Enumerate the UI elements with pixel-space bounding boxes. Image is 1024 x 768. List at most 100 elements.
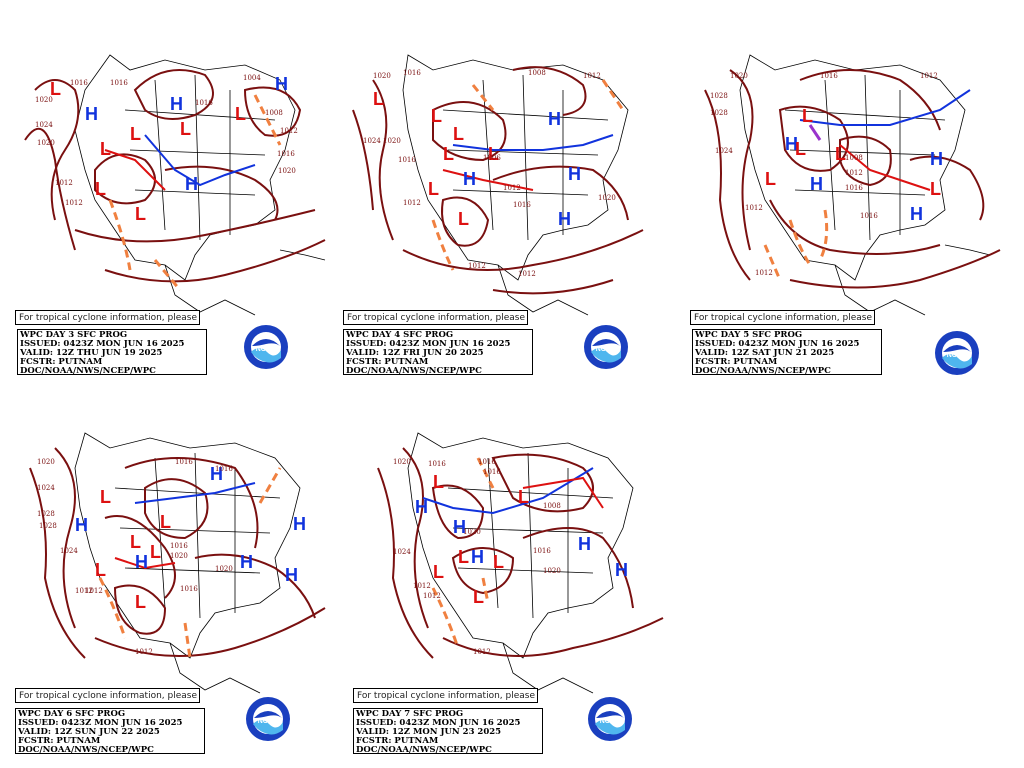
svg-text:1016: 1016: [478, 458, 496, 466]
svg-text:1008: 1008: [265, 109, 283, 117]
svg-text:L: L: [130, 124, 141, 144]
svg-text:1012: 1012: [135, 648, 153, 656]
prog-valid: VALID: 12Z MON JUN 23 2025: [356, 727, 502, 737]
svg-text:L: L: [765, 169, 776, 189]
tropical-cyclone-note[interactable]: For tropical cyclone information, please…: [15, 688, 200, 703]
svg-text:1016: 1016: [513, 201, 531, 209]
prog-label-box: WPC DAY 7 SFC PROG ISSUED: 0423Z MON JUN…: [353, 708, 543, 754]
svg-text:L: L: [493, 552, 504, 572]
svg-text:1016: 1016: [428, 460, 446, 468]
svg-text:1020: 1020: [598, 194, 616, 202]
svg-text:1008: 1008: [528, 69, 546, 77]
svg-text:L: L: [453, 124, 464, 144]
svg-text:1016: 1016: [70, 79, 88, 87]
svg-text:L: L: [795, 139, 806, 159]
noaa-logo-icon: NOAA: [584, 325, 628, 369]
svg-text:1016: 1016: [533, 547, 551, 555]
svg-text:H: H: [135, 552, 148, 572]
prog-title: WPC DAY 3 SFC PROG: [20, 330, 128, 340]
prog-valid: VALID: 12Z SAT JUN 21 2025: [695, 348, 835, 358]
tropical-cyclone-note[interactable]: For tropical cyclone information, please…: [353, 688, 538, 703]
svg-text:1012: 1012: [518, 270, 536, 278]
svg-text:1020: 1020: [730, 72, 748, 80]
svg-text:H: H: [578, 534, 591, 554]
svg-text:L: L: [488, 144, 499, 164]
svg-text:1016: 1016: [180, 585, 198, 593]
prog-issued: ISSUED: 0423Z MON JUN 16 2025: [346, 339, 511, 349]
isobar-labels-day4: 1020 1016 1024 1020 1016 1012 1008 1012 …: [363, 69, 616, 278]
svg-text:L: L: [433, 472, 444, 492]
svg-text:1024: 1024: [37, 484, 55, 492]
svg-text:1016: 1016: [403, 69, 421, 77]
svg-text:L: L: [835, 144, 846, 164]
prog-forecaster: FCSTR: PUTNAM: [356, 736, 439, 746]
svg-text:1024: 1024: [363, 137, 381, 145]
svg-text:1012: 1012: [503, 184, 521, 192]
prog-forecaster: FCSTR: PUTNAM: [18, 736, 101, 746]
isobar-labels-day5: 1020 1028 1028 1024 1016 1012 1008 1012 …: [710, 72, 938, 277]
prog-valid: VALID: 12Z FRI JUN 20 2025: [346, 348, 484, 358]
svg-text:1020: 1020: [170, 552, 188, 560]
noaa-logo-icon: NOAA: [244, 325, 288, 369]
svg-text:1020: 1020: [278, 167, 296, 175]
surface-map-day7: H H H H H L L L L L L 1020 1016 1016 102…: [377, 432, 664, 694]
svg-text:L: L: [100, 487, 111, 507]
svg-text:H: H: [170, 94, 183, 114]
svg-text:1016: 1016: [215, 465, 233, 473]
svg-text:1012: 1012: [413, 582, 431, 590]
prog-office: DOC/NOAA/NWS/NCEP/WPC: [20, 366, 156, 375]
svg-text:1028: 1028: [710, 109, 728, 117]
prog-valid: VALID: 12Z SUN JUN 22 2025: [18, 727, 160, 737]
svg-text:1016: 1016: [277, 150, 295, 158]
svg-text:1024: 1024: [393, 548, 411, 556]
svg-text:1012: 1012: [745, 204, 763, 212]
svg-text:1016: 1016: [845, 184, 863, 192]
svg-text:H: H: [548, 109, 561, 129]
svg-text:H: H: [210, 464, 223, 484]
svg-text:1020: 1020: [373, 72, 391, 80]
svg-text:L: L: [135, 204, 146, 224]
svg-text:1020: 1020: [463, 528, 481, 536]
svg-text:1012: 1012: [55, 179, 73, 187]
svg-text:1016: 1016: [110, 79, 128, 87]
noaa-logo-icon: NOAA: [246, 697, 290, 741]
prog-title: WPC DAY 7 SFC PROG: [356, 709, 464, 719]
svg-text:H: H: [810, 174, 823, 194]
prog-label-box: WPC DAY 6 SFC PROG ISSUED: 0423Z MON JUN…: [15, 708, 205, 754]
svg-text:1016: 1016: [860, 212, 878, 220]
svg-text:H: H: [185, 174, 198, 194]
svg-text:1020: 1020: [215, 565, 233, 573]
tropical-cyclone-note[interactable]: For tropical cyclone information, please…: [690, 310, 875, 325]
svg-text:1024: 1024: [35, 121, 53, 129]
svg-text:1012: 1012: [423, 592, 441, 600]
isobar-labels-day7: 1020 1016 1016 1020 1024 1016 1012 1008 …: [393, 458, 561, 656]
svg-text:1012: 1012: [85, 587, 103, 595]
svg-text:H: H: [285, 565, 298, 585]
noaa-logo-icon: NOAA: [588, 697, 632, 741]
prog-label-box: WPC DAY 3 SFC PROG ISSUED: 0423Z MON JUN…: [17, 329, 207, 375]
isobar-labels-day6: 1020 1016 1024 1028 1028 1024 1020 1016 …: [37, 458, 233, 656]
svg-text:1020: 1020: [35, 96, 53, 104]
svg-text:1012: 1012: [468, 262, 486, 270]
prog-panel-day7: H H H H H L L L L L L 1020 1016 1016 102…: [353, 428, 683, 768]
svg-text:1020: 1020: [37, 458, 55, 466]
svg-text:1028: 1028: [37, 510, 55, 518]
svg-text:H: H: [471, 547, 484, 567]
svg-text:NOAA: NOAA: [256, 346, 277, 353]
svg-text:NOAA: NOAA: [596, 346, 617, 353]
svg-text:1012: 1012: [473, 648, 491, 656]
svg-text:L: L: [135, 592, 146, 612]
surface-map-day4: H H H H L L L L L L L 1020 1016 1024 102…: [352, 54, 644, 316]
svg-text:H: H: [275, 74, 288, 94]
isobar-labels-day3: 1020 1016 1024 1020 1016 1012 1012 1004 …: [35, 74, 298, 207]
svg-text:L: L: [428, 179, 439, 199]
tropical-cyclone-note[interactable]: For tropical cyclone information, please…: [343, 310, 528, 325]
svg-text:1012: 1012: [280, 127, 298, 135]
svg-text:L: L: [802, 106, 813, 126]
svg-text:L: L: [930, 179, 941, 199]
svg-text:L: L: [150, 542, 161, 562]
svg-text:L: L: [160, 512, 171, 532]
svg-text:L: L: [473, 587, 484, 607]
tropical-cyclone-note[interactable]: For tropical cyclone information, please…: [15, 310, 200, 325]
prog-issued: ISSUED: 0423Z MON JUN 16 2025: [356, 718, 521, 728]
